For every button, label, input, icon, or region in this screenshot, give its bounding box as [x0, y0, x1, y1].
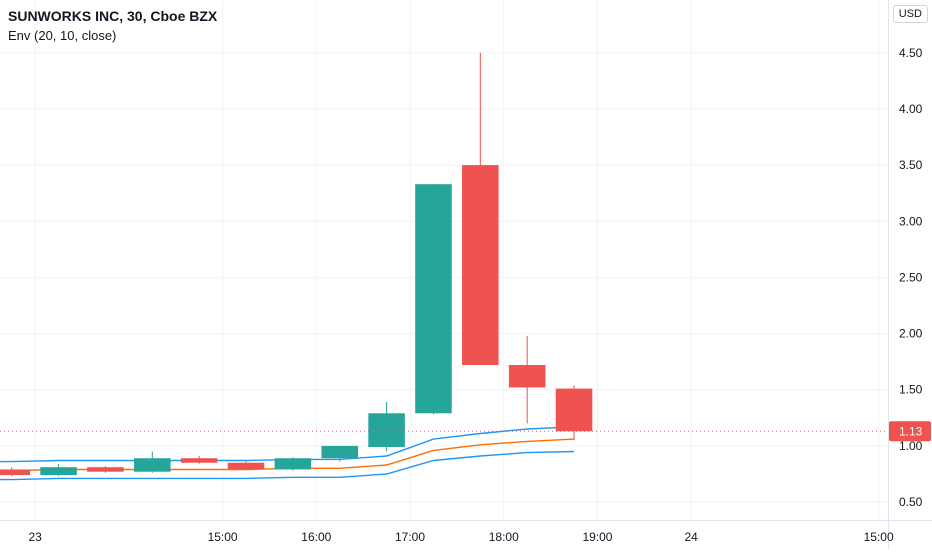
price-tick-label: 1.00: [899, 439, 923, 453]
indicator-legend[interactable]: Env (20, 10, close): [8, 28, 117, 43]
time-tick-label: 17:00: [395, 530, 425, 544]
time-tick-label: 16:00: [301, 530, 331, 544]
last-price-label: 1.13: [899, 424, 923, 438]
time-tick-label: 15:00: [864, 530, 894, 544]
time-tick-label: 19:00: [582, 530, 612, 544]
env-lower-line: [0, 450, 575, 481]
price-tick-label: 3.50: [899, 158, 923, 172]
symbol-title[interactable]: SUNWORKS INC, 30, Cboe BZX: [8, 8, 218, 24]
candle-body[interactable]: [321, 445, 359, 459]
currency-button[interactable]: USD: [892, 5, 928, 23]
time-tick-label: 24: [685, 530, 699, 544]
time-tick-label: 23: [28, 530, 42, 544]
candle-body[interactable]: [87, 467, 124, 472]
candle-body[interactable]: [415, 184, 452, 414]
candle-body[interactable]: [227, 462, 265, 470]
candle-body[interactable]: [0, 469, 30, 476]
candle-body[interactable]: [368, 413, 405, 447]
candle-body[interactable]: [134, 458, 171, 472]
time-tick-label: 15:00: [208, 530, 238, 544]
candle-body[interactable]: [180, 458, 218, 463]
time-tick-label: 18:00: [489, 530, 519, 544]
last-price-tag[interactable]: [889, 421, 931, 442]
env-upper-line: [0, 426, 575, 463]
chart-header: SUNWORKS INC, 30, Cboe BZX Env (20, 10, …: [8, 6, 217, 45]
candle-body[interactable]: [555, 388, 593, 432]
candle-body[interactable]: [508, 365, 546, 388]
candle-body[interactable]: [40, 467, 77, 476]
price-tick-label: 0.50: [899, 495, 923, 509]
price-tick-label: 4.00: [899, 102, 923, 116]
price-tick-label: 2.50: [899, 270, 923, 284]
price-tick-label: 1.50: [899, 383, 923, 397]
price-tick-label: 3.00: [899, 214, 923, 228]
candle-body[interactable]: [462, 165, 499, 366]
price-tick-label: 4.50: [899, 46, 923, 60]
price-tick-label: 2.00: [899, 327, 923, 341]
candle-body[interactable]: [274, 458, 312, 470]
